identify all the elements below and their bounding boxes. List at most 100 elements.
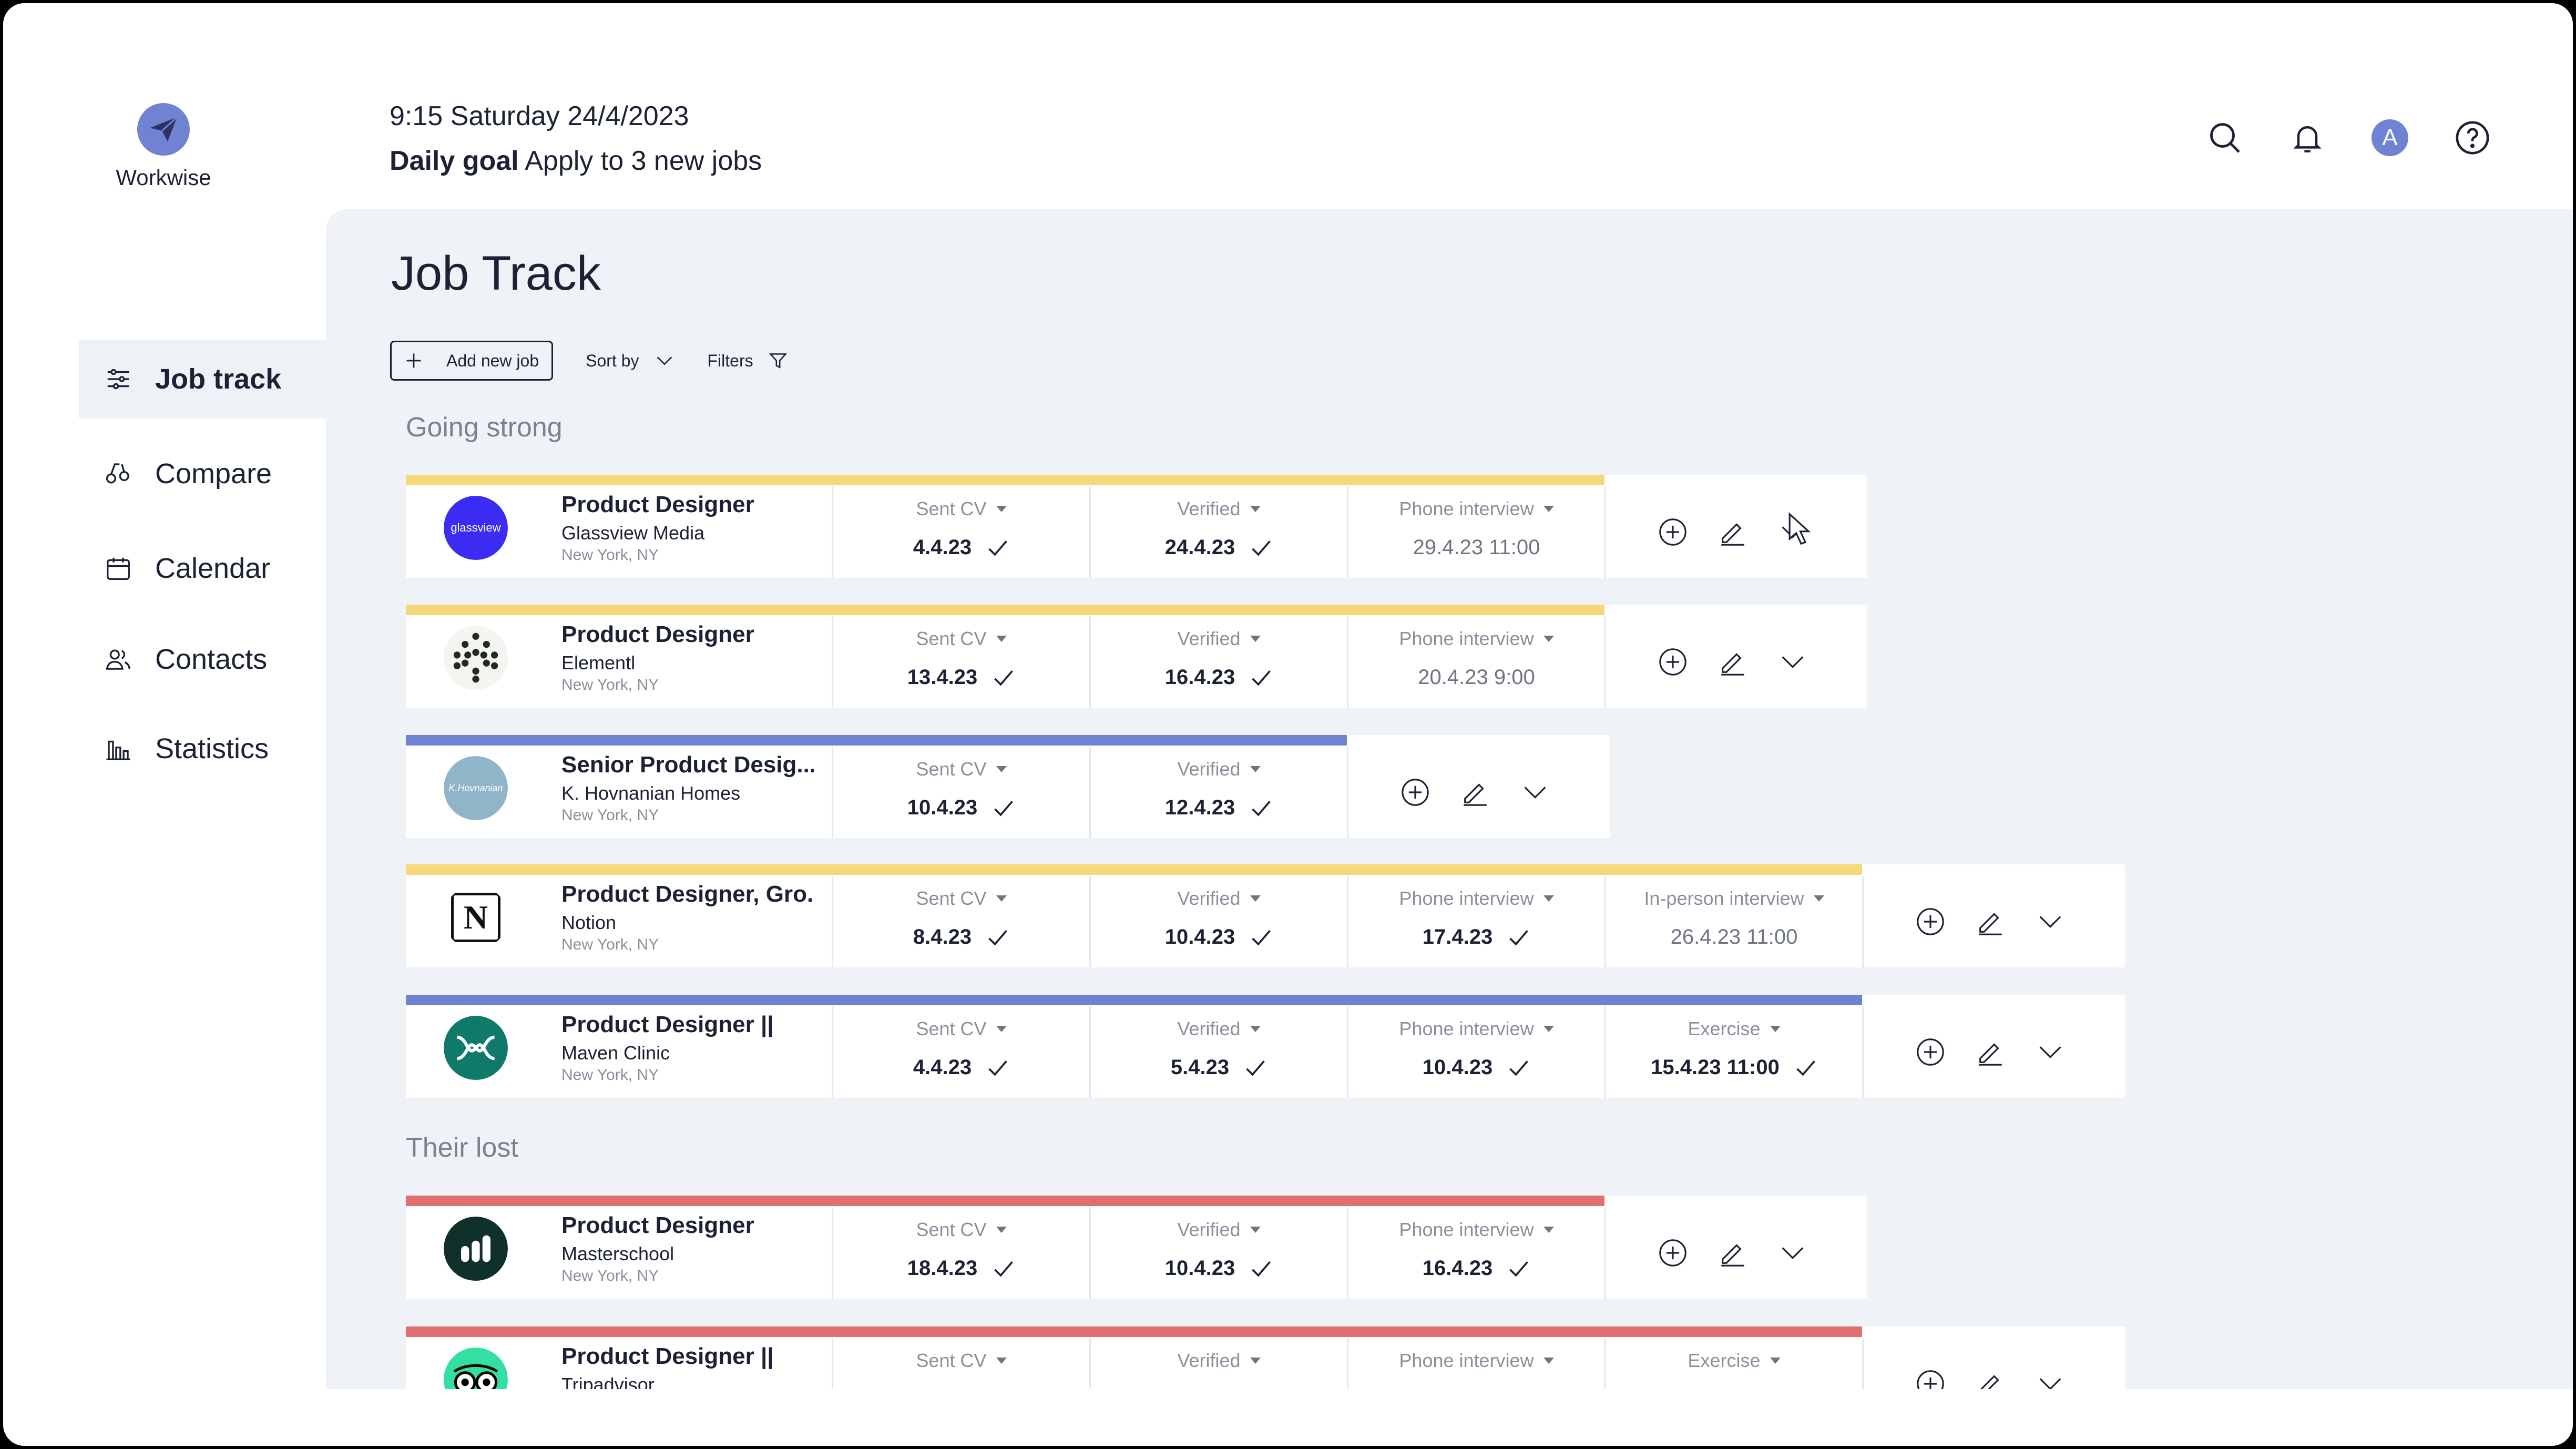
add-circle-icon[interactable] [1915,1037,1946,1067]
edit-icon[interactable] [1718,1238,1748,1268]
stage-dropdown[interactable]: Exercise [1606,1350,1862,1372]
stage-dropdown[interactable]: Verified [1091,758,1347,780]
stage-date: 20.4.23 9:00 [1418,666,1535,689]
edit-icon[interactable] [1718,647,1748,677]
job-title[interactable]: Product Designer [561,492,754,517]
stage-dropdown[interactable]: Sent CV [833,1219,1089,1241]
stage-dropdown[interactable]: Verified [1091,1018,1347,1040]
stage-dropdown[interactable]: Phone interview [1348,628,1604,650]
sidebar-item-label: Contacts [155,643,268,675]
stage-dropdown[interactable]: In-person interview [1606,887,1862,910]
job-title[interactable]: Product Designer, Gro... [561,881,814,907]
stage-dropdown[interactable]: Sent CV [833,628,1089,650]
job-title[interactable]: Senior Product Desig... [561,752,814,778]
daily-goal-text: Apply to 3 new jobs [525,146,762,176]
stage-value: 10.4.23 [1348,1056,1604,1079]
stage-dropdown[interactable]: Sent CV [833,1350,1089,1372]
stage-dropdown[interactable]: Verified [1091,498,1347,520]
chevron-down-icon[interactable] [2035,1369,2066,1389]
caret-down-icon [1250,1227,1261,1233]
stage-dropdown[interactable]: Verified [1091,628,1347,650]
add-circle-icon[interactable] [1915,1369,1946,1389]
stage-date: 26.4.23 11:00 [1670,925,1798,948]
stage-dropdown[interactable]: Verified [1091,1219,1347,1241]
job-title[interactable]: Product Designer [561,1212,754,1238]
caret-down-icon [1770,1026,1781,1032]
stage-date: 24.4.23 [1164,536,1235,559]
add-new-job-button[interactable]: Add new job [390,341,554,381]
paper-plane-icon [137,103,190,156]
add-circle-icon[interactable] [1658,647,1688,677]
bell-icon[interactable] [2288,119,2326,157]
filters-button[interactable]: Filters [708,351,788,371]
job-title[interactable]: Product Designer || [561,1012,774,1037]
search-icon[interactable] [2206,119,2244,157]
edit-icon[interactable] [1975,1369,2006,1389]
row-actions [1604,616,1867,708]
sidebar-item-calendar[interactable]: Calendar [79,529,326,608]
sidebar-item-compare[interactable]: Compare [79,434,326,513]
edit-icon[interactable] [1460,777,1490,808]
stage-dropdown[interactable]: Phone interview [1348,1219,1604,1241]
stage-label: Verified [1177,758,1241,780]
sort-by-dropdown[interactable]: Sort by [586,350,674,371]
check-icon [1252,540,1271,556]
edit-icon[interactable] [1975,906,2006,937]
sidebar-item-statistics[interactable]: Statistics [79,710,326,787]
check-icon [1765,1388,1788,1390]
stage-value: 15.4.23 11:00 [1606,1056,1862,1079]
stage-label: Exercise [1688,1350,1761,1371]
job-card[interactable]: N Product Designer, Gro... Notion New York,… [406,864,2125,967]
sidebar-item-contacts[interactable]: Contacts [79,621,326,697]
stage-cell: Exercise 15.4.23 11:00 [1604,1006,1862,1098]
caret-down-icon [996,636,1007,642]
chevron-down-icon[interactable] [1520,777,1550,808]
check-icon [1501,1388,1525,1390]
add-circle-icon[interactable] [1400,777,1430,808]
stage-value: 5.4.23 [1091,1056,1347,1079]
job-card[interactable]: Product Designer Masterschool New York, NY… [406,1196,1867,1299]
chevron-down-icon[interactable] [1777,1238,1808,1268]
company-name: Tripadvisor [561,1374,655,1389]
check-icon [986,1388,1009,1390]
job-card[interactable]: Product Designer || Maven Clinic New York,… [406,995,2125,1098]
company-logo: glassview [444,496,508,560]
add-circle-icon[interactable] [1658,1238,1688,1268]
brand[interactable]: Workwise [108,103,219,190]
stage-dropdown[interactable]: Sent CV [833,1018,1089,1040]
add-circle-icon[interactable] [1915,906,1946,937]
stage-dropdown[interactable]: Phone interview [1348,887,1604,910]
chevron-down-icon[interactable] [2035,906,2066,937]
stage-date: 10.4.23 [1422,1056,1493,1079]
stage-dropdown[interactable]: Phone interview [1348,1350,1604,1372]
job-card[interactable]: Product Designer || Tripadvisor Sent CV 1.4… [406,1326,2125,1389]
stage-dropdown[interactable]: Phone interview [1348,1018,1604,1040]
stage-dropdown[interactable]: Sent CV [833,498,1089,520]
chevron-down-icon[interactable] [2035,1037,2066,1067]
stage-dropdown[interactable]: Sent CV [833,758,1089,780]
check-icon [988,1060,1008,1076]
job-card[interactable]: K.Hovnanian Senior Product Desig... K. Hov… [406,735,1610,838]
job-title[interactable]: Product Designer || [561,1343,774,1369]
avatar[interactable]: A [2371,119,2409,157]
stage-dropdown[interactable]: Sent CV [833,887,1089,910]
job-title[interactable]: Product Designer [561,621,754,647]
caret-down-icon [996,1227,1007,1233]
stage-date: 3.4.23 [1171,1387,1229,1389]
job-card[interactable]: Product Designer Elementl New York, NY Sent… [406,605,1867,708]
stage-dropdown[interactable]: Verified [1091,887,1347,910]
job-card[interactable]: glassview Product Designer Glassview Media… [406,475,1867,578]
status-bar [406,995,1862,1005]
add-circle-icon[interactable] [1658,517,1688,547]
chevron-down-icon[interactable] [1777,647,1808,677]
stage-dropdown[interactable]: Exercise [1606,1018,1862,1040]
help-icon[interactable] [2454,119,2491,157]
stage-dropdown[interactable]: Verified [1091,1350,1347,1372]
stage-dropdown[interactable]: Phone interview [1348,498,1604,520]
sidebar-item-job-track[interactable]: Job track [79,340,326,419]
caret-down-icon [1250,895,1261,902]
edit-icon[interactable] [1718,517,1748,547]
edit-icon[interactable] [1975,1037,2006,1067]
sidebar-item-label: Calendar [155,553,271,584]
row-actions [1862,1338,2125,1389]
